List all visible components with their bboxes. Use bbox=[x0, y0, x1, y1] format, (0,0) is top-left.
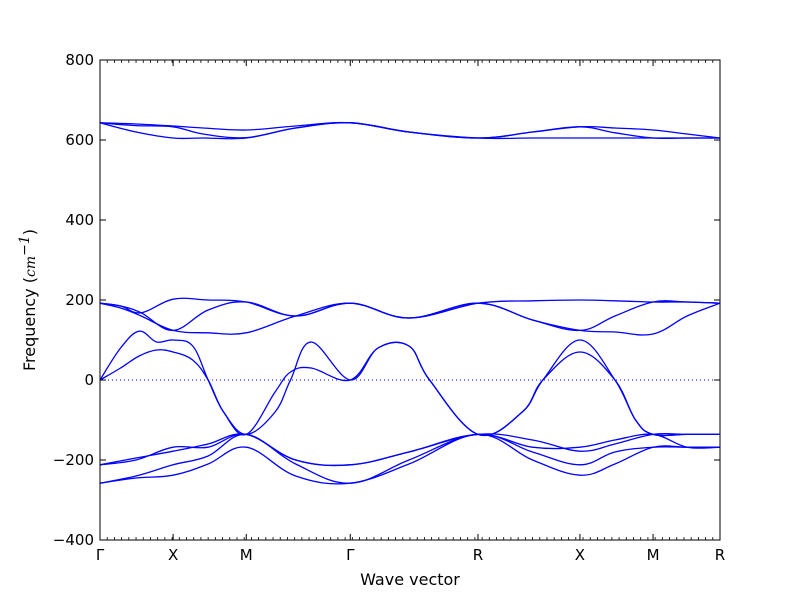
x-symmetry-label: X bbox=[575, 546, 585, 564]
x-symmetry-label: X bbox=[168, 546, 178, 564]
band-line-5 bbox=[99, 300, 721, 332]
y-tick-label: 800 bbox=[65, 51, 94, 69]
band-line-6 bbox=[99, 302, 721, 336]
y-tick-label: −200 bbox=[53, 451, 94, 469]
x-symmetry-label: M bbox=[240, 546, 253, 564]
x-symmetry-label: Γ bbox=[96, 546, 105, 564]
band-line-3 bbox=[99, 122, 720, 140]
y-axis-label: Frequency (cm−1) bbox=[17, 229, 39, 371]
band-line-10 bbox=[99, 432, 720, 467]
y-axis-label-text: Frequency (cm−1) bbox=[17, 229, 39, 371]
x-axis-minor-ticks bbox=[99, 60, 721, 540]
x-symmetry-label: R bbox=[715, 546, 725, 564]
x-symmetry-label: Γ bbox=[346, 546, 355, 564]
y-tick-label: 400 bbox=[65, 211, 94, 229]
x-symmetry-label: R bbox=[473, 546, 483, 564]
plot-lines bbox=[99, 121, 721, 485]
y-axis-label-prefix: Frequency ( bbox=[20, 277, 39, 371]
y-axis-ticks: −400 −200 0 200 400 600 800 bbox=[53, 51, 720, 549]
band-line-11 bbox=[99, 433, 720, 484]
y-tick-label: 600 bbox=[65, 131, 94, 149]
band-line-4 bbox=[99, 297, 721, 319]
y-axis-label-unit: cm bbox=[23, 256, 39, 277]
band-line-1 bbox=[99, 121, 721, 139]
y-axis-label-suffix: ) bbox=[20, 229, 39, 235]
band-line-2 bbox=[99, 122, 720, 140]
band-line-12 bbox=[99, 433, 720, 485]
y-tick-label: 0 bbox=[84, 371, 94, 389]
y-tick-label: −400 bbox=[53, 531, 94, 549]
x-axis-label: Wave vector bbox=[360, 570, 460, 589]
y-tick-label: 200 bbox=[65, 291, 94, 309]
band-line-8 bbox=[99, 341, 720, 437]
y-axis-label-exponent: −1 bbox=[17, 235, 33, 256]
x-symmetry-label: M bbox=[647, 546, 660, 564]
